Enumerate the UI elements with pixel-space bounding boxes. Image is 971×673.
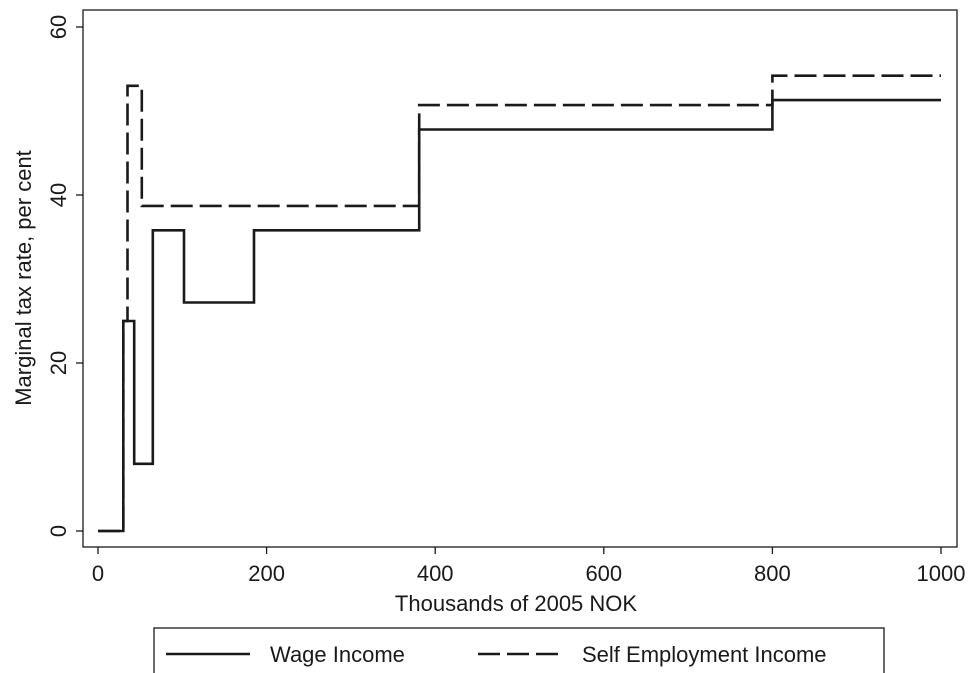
y-tick-label: 60 xyxy=(46,15,71,39)
series-layer xyxy=(98,74,941,533)
y-tick-label: 40 xyxy=(46,183,71,207)
legend-box xyxy=(153,627,885,673)
y-tick-label: 20 xyxy=(46,351,71,375)
legend-items: Wage Income Self Employment Income xyxy=(166,642,827,667)
x-tick-label: 0 xyxy=(92,561,104,586)
x-tick-label: 800 xyxy=(754,561,791,586)
legend-label: Self Employment Income xyxy=(582,642,827,667)
legend-label: Wage Income xyxy=(270,642,405,667)
x-axis: 0 200 400 600 800 1000 xyxy=(92,547,966,586)
x-tick-label: 600 xyxy=(585,561,622,586)
y-axis: 0 20 40 60 xyxy=(46,15,83,537)
x-tick-label: 400 xyxy=(417,561,454,586)
x-tick-label: 1000 xyxy=(917,561,966,586)
y-axis-label: Marginal tax rate, per cent xyxy=(11,150,36,406)
y-tick-label: 0 xyxy=(46,525,71,537)
plot-frame xyxy=(82,9,958,548)
series-line-wage-income xyxy=(98,98,941,533)
legend: Wage Income Self Employment Income xyxy=(153,627,885,673)
x-axis-label: Thousands of 2005 NOK xyxy=(395,591,637,616)
x-tick-label: 200 xyxy=(248,561,285,586)
